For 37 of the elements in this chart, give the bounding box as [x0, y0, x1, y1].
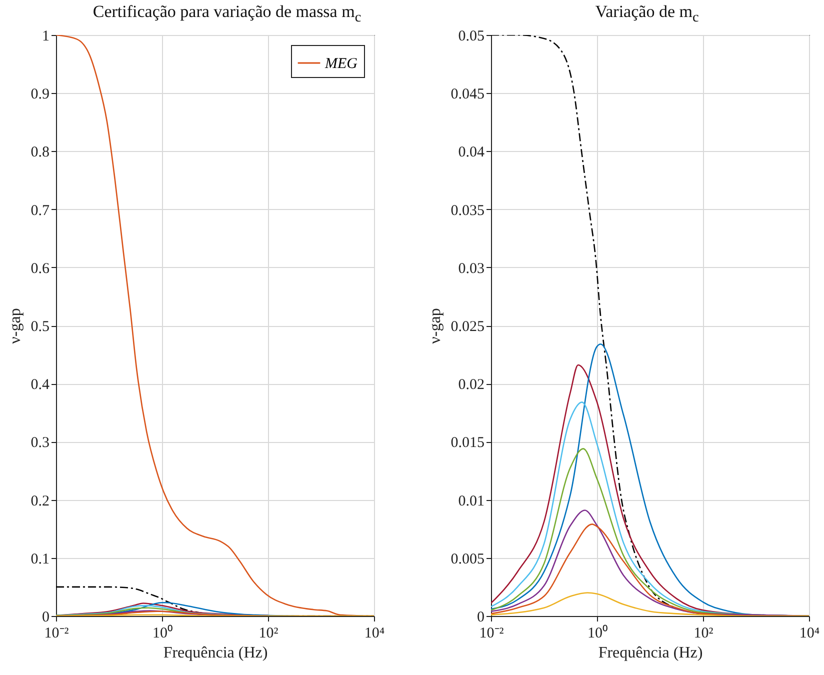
- y-tick-label: 0.2: [30, 493, 50, 510]
- x-tick-label: 10⁴: [799, 626, 820, 642]
- x-tick-label: 10⁴: [364, 626, 385, 642]
- y-tick-label: 1: [42, 28, 50, 44]
- x-tick-label: 10²: [258, 626, 279, 642]
- y-tick-label: 0.7: [30, 202, 50, 219]
- y-axis-title: ν-gap: [6, 308, 24, 344]
- chart-title: Certificação para variação de massa m$_{c}$: [92, 1, 362, 26]
- x-tick-label: 10²: [694, 626, 714, 642]
- x-tick-label: 10⁰: [152, 624, 172, 642]
- y-tick-label: 0: [42, 610, 50, 626]
- y-tick-label: 0.045: [450, 86, 484, 103]
- y-tick-label: 0.1: [30, 551, 50, 568]
- y-tick-label: 0.8: [30, 144, 50, 161]
- y-tick-label: 0.025: [450, 319, 484, 335]
- x-axis-title: Frequência (Hz): [163, 644, 268, 662]
- y-tick-label: 0.015: [450, 435, 484, 452]
- x-axis-title: Frequência (Hz): [598, 644, 703, 662]
- y-tick-label: 0.02: [458, 377, 484, 394]
- y-tick-label: 0.005: [450, 551, 484, 568]
- y-tick-label: 0.05: [458, 28, 484, 44]
- chart-title: Variação de m$_{c}$: [594, 1, 700, 26]
- y-tick-label: 0.5: [30, 319, 50, 335]
- x-tick-label: 10⁰: [588, 624, 608, 642]
- y-tick-label: 0: [477, 610, 484, 626]
- y-tick-label: 0.04: [458, 144, 485, 161]
- y-tick-label: 0.3: [30, 435, 50, 452]
- x-tick-label: 10⁻²: [44, 626, 70, 642]
- y-tick-label: 0.9: [30, 86, 50, 103]
- y-tick-label: 0.4: [30, 377, 50, 394]
- y-tick-label: 0.6: [30, 260, 50, 277]
- y-tick-label: 0.01: [458, 493, 484, 510]
- x-tick-label: 10⁻²: [479, 626, 504, 642]
- legend-label: MEG: [324, 56, 358, 72]
- y-tick-label: 0.035: [450, 202, 484, 219]
- y-tick-label: 0.03: [458, 260, 484, 277]
- y-axis-title: ν-gap: [426, 308, 444, 344]
